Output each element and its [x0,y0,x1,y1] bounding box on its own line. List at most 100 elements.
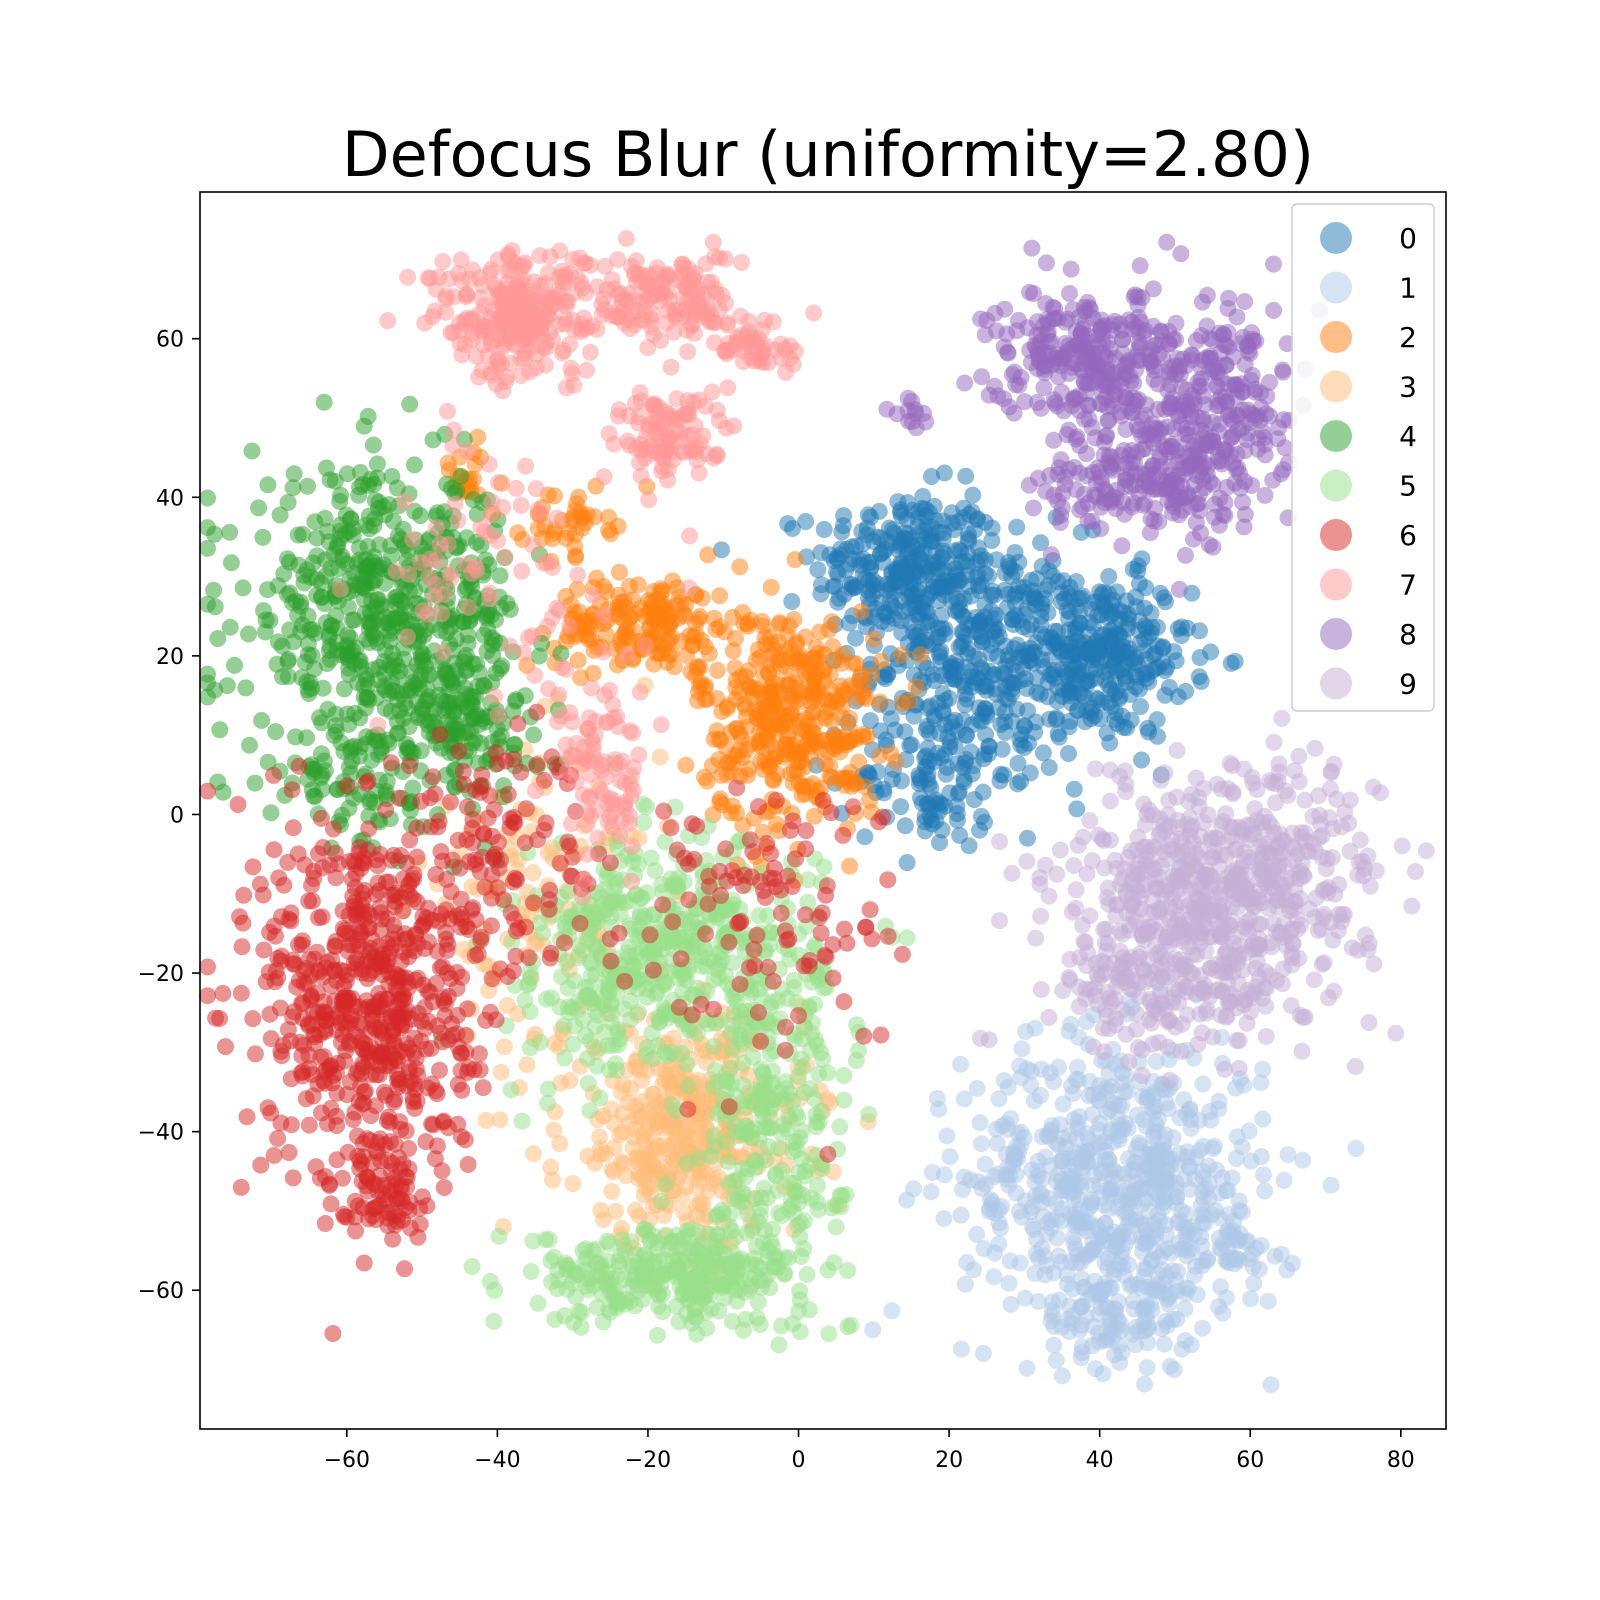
data-point [597,1145,614,1162]
data-point [1169,620,1187,638]
data-point [1085,1240,1103,1257]
data-point [1013,1040,1031,1058]
data-point [491,567,509,585]
data-point [492,1063,510,1081]
data-point [941,784,959,802]
data-point [416,657,434,675]
data-point [938,1127,956,1145]
data-point [800,1301,818,1319]
data-point [739,760,757,778]
data-point [1066,619,1084,637]
data-point [246,774,264,792]
data-point [679,1077,697,1095]
data-point [1148,1190,1166,1208]
data-point [376,700,394,717]
data-point [587,1002,604,1020]
data-point [507,692,525,710]
data-point [354,476,372,493]
data-point [1061,676,1079,693]
data-point [783,1197,801,1215]
data-point [997,689,1014,707]
data-point [1179,1280,1197,1298]
data-point [734,1321,752,1339]
data-point [524,864,542,882]
data-point [651,748,669,766]
data-point [1012,1123,1030,1141]
data-point [819,742,837,760]
data-point [629,1003,647,1021]
data-point [1019,829,1036,847]
data-point [671,935,689,953]
data-point [1262,1376,1280,1394]
data-point [396,694,414,712]
data-point [1139,1334,1157,1352]
data-point [781,673,799,691]
data-point [347,639,365,657]
data-point [530,647,548,665]
data-point [757,719,775,736]
data-point [990,1090,1008,1108]
data-point [634,1149,652,1167]
data-point [340,523,358,540]
data-point [736,1117,754,1135]
data-point [968,1079,986,1097]
data-point [335,680,353,698]
data-point [724,642,742,660]
data-point [1247,1239,1265,1257]
data-point [781,649,799,667]
data-point [350,747,368,765]
data-point [1033,600,1051,618]
data-point [199,987,216,1005]
data-point [864,1321,882,1339]
data-point [417,1133,435,1151]
data-point [1154,1141,1172,1159]
data-point [957,726,975,744]
data-point [756,1221,774,1239]
data-point [570,1303,588,1321]
data-point [826,577,844,595]
data-point [544,530,561,548]
data-point [1194,1075,1212,1093]
data-point [857,618,875,635]
data-point [355,1254,373,1272]
data-point [1235,1076,1253,1094]
data-point [827,1218,845,1236]
data-point [495,1038,513,1056]
data-point [1037,1148,1054,1166]
data-point [284,479,302,497]
data-point [835,1067,853,1084]
data-point [353,578,371,596]
data-point [1244,1258,1262,1276]
data-point [444,677,462,695]
data-point [570,937,588,955]
data-point [513,1112,531,1130]
data-point [775,748,793,766]
data-point [819,1261,837,1279]
data-point [726,1269,744,1287]
data-point [340,799,358,817]
data-point [770,1336,788,1354]
data-point [253,712,271,729]
data-point [801,1080,819,1098]
data-point [279,550,296,568]
data-point [1027,1245,1045,1263]
data-point [459,1156,477,1173]
data-point [1151,584,1169,602]
data-point [1284,1255,1301,1272]
data-point [707,620,725,638]
data-point [951,600,969,618]
data-point [556,919,574,936]
data-point [1192,673,1210,690]
data-point [691,677,709,695]
data-point [1048,1229,1066,1247]
data-point [602,1005,620,1023]
data-point [371,536,388,554]
data-point [1157,1170,1175,1188]
data-point [1059,1275,1076,1293]
data-point [411,507,429,525]
chart-title: Defocus Blur (uniformity=2.80) [342,118,1314,191]
data-point [1118,592,1135,610]
data-point [994,664,1012,682]
data-point [764,1074,781,1092]
data-point [772,1317,790,1335]
